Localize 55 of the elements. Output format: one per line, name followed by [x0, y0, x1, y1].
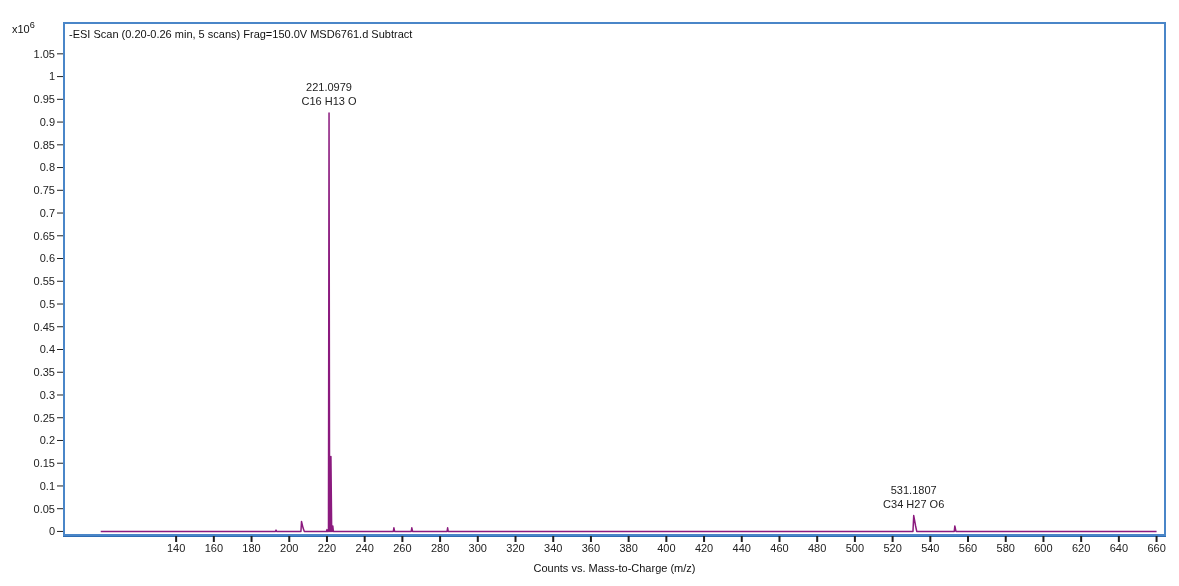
- y-tick-label: 0.85: [33, 138, 55, 151]
- y-tick-label: 0.65: [33, 229, 55, 242]
- x-tick-label: 580: [996, 541, 1015, 554]
- y-tick-label: 0.2: [39, 434, 55, 447]
- y-tick-label: 0.1: [39, 479, 55, 492]
- x-tick-label: 620: [1071, 541, 1091, 554]
- y-tick-label: 0: [48, 525, 55, 538]
- x-tick-label: 280: [430, 541, 450, 554]
- x-tick-label: 500: [845, 541, 865, 554]
- y-tick-label: 0.9: [39, 115, 55, 128]
- x-tick-label: 420: [694, 541, 714, 554]
- x-tick-label: 480: [808, 541, 827, 554]
- x-axis-title: Counts vs. Mass-to-Charge (m/z): [532, 562, 697, 574]
- x-tick-label: 440: [732, 541, 751, 554]
- x-tick-label: 520: [883, 541, 902, 554]
- y-tick-label: 0.75: [33, 184, 55, 197]
- x-tick-label: 400: [657, 541, 676, 554]
- x-tick-label: 640: [1109, 541, 1129, 554]
- y-tick-label: 0.35: [33, 366, 55, 379]
- y-tick-label: 0.55: [33, 275, 55, 288]
- x-tick-label: 340: [544, 541, 563, 554]
- y-tick-label: 0.3: [39, 388, 55, 401]
- annotation: 221.0979 C16 H13 O: [301, 80, 357, 107]
- y-tick-label: 1: [48, 70, 55, 83]
- y-tick-label: 0.4: [39, 343, 55, 356]
- x-tick-label: 660: [1147, 541, 1166, 554]
- y-tick-label: 1.05: [33, 47, 55, 60]
- x-tick-label: 240: [355, 541, 374, 554]
- y-tick-label: 0.6: [39, 252, 55, 265]
- x-tick-label: 220: [317, 541, 337, 554]
- x-tick-label: 360: [581, 541, 601, 554]
- x-tick-label: 300: [468, 541, 487, 554]
- line-series: [99, 112, 1158, 533]
- x-tick-label: 160: [204, 541, 224, 554]
- x-tick-label: 540: [921, 541, 940, 554]
- y-tick-label: 0.15: [33, 457, 55, 470]
- x-tick-label: 140: [166, 541, 186, 554]
- y-tick-label: 0.05: [33, 502, 55, 515]
- y-tick-label: 0.45: [33, 320, 55, 333]
- x-tick-label: 380: [619, 541, 638, 554]
- x-tick-label: 560: [958, 541, 978, 554]
- y-tick-label: 0.25: [33, 411, 55, 424]
- y-tick-label: 0.8: [39, 161, 55, 174]
- text: -ESI Scan (0.20-0.26 min, 5 scans) Frag=150.0V MSD6761.d Subtract: [69, 28, 413, 40]
- y-tick-label: 0.5: [39, 297, 55, 310]
- x-tick-label: 180: [242, 541, 261, 554]
- y-tick-label: 0.7: [39, 206, 55, 219]
- y-tick-label: 0.95: [33, 93, 55, 106]
- x-tick-label: 460: [770, 541, 789, 554]
- x-tick-label: 600: [1034, 541, 1053, 554]
- x-tick-label: 260: [393, 541, 412, 554]
- x-tick-label: 320: [506, 541, 525, 554]
- x-tick-label: 200: [280, 541, 299, 554]
- annotation: 531.1807 C34 H27 O6: [883, 483, 945, 510]
- y-axis-title: x10$^{6}$: [12, 20, 35, 35]
